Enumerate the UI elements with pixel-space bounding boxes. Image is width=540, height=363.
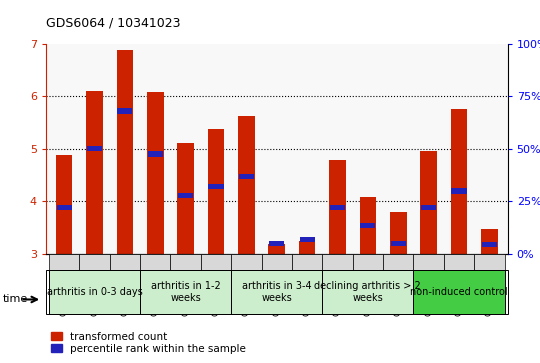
Bar: [451, 188, 467, 193]
Bar: [474, 254, 504, 270]
Bar: [482, 242, 497, 247]
Bar: [117, 108, 132, 114]
Bar: [322, 270, 414, 314]
Bar: [178, 192, 193, 198]
Bar: [390, 212, 407, 254]
Bar: [140, 270, 231, 314]
Bar: [117, 50, 133, 254]
Legend: transformed count, percentile rank within the sample: transformed count, percentile rank withi…: [51, 332, 246, 354]
Bar: [420, 151, 437, 254]
Bar: [177, 143, 194, 254]
Bar: [444, 254, 474, 270]
Bar: [360, 223, 375, 228]
Bar: [231, 270, 322, 314]
Bar: [269, 241, 284, 246]
Bar: [57, 205, 72, 211]
Bar: [421, 205, 436, 211]
Bar: [56, 155, 72, 254]
Bar: [147, 92, 164, 254]
Text: declining arthritis > 2
weeks: declining arthritis > 2 weeks: [314, 281, 421, 303]
Bar: [148, 151, 163, 157]
Bar: [300, 237, 315, 242]
Bar: [110, 254, 140, 270]
Text: GDS6064 / 10341023: GDS6064 / 10341023: [46, 16, 180, 29]
Bar: [208, 129, 224, 254]
Bar: [353, 254, 383, 270]
Bar: [87, 146, 102, 151]
Text: time: time: [3, 294, 28, 305]
Bar: [299, 241, 315, 254]
Bar: [391, 241, 406, 246]
Bar: [451, 109, 467, 254]
Bar: [414, 270, 504, 314]
Bar: [322, 254, 353, 270]
Bar: [329, 160, 346, 254]
Bar: [330, 205, 345, 211]
Text: non-induced control: non-induced control: [410, 287, 508, 297]
Bar: [49, 270, 140, 314]
Bar: [208, 184, 224, 189]
Text: arthritis in 3-4
weeks: arthritis in 3-4 weeks: [242, 281, 312, 303]
Bar: [140, 254, 171, 270]
Bar: [238, 116, 255, 254]
Bar: [292, 254, 322, 270]
Bar: [481, 229, 498, 254]
Bar: [414, 254, 444, 270]
Bar: [201, 254, 231, 270]
Bar: [79, 254, 110, 270]
Bar: [268, 244, 285, 254]
Text: arthritis in 1-2
weeks: arthritis in 1-2 weeks: [151, 281, 220, 303]
Bar: [86, 91, 103, 254]
Bar: [49, 254, 79, 270]
Bar: [360, 197, 376, 254]
Bar: [231, 254, 261, 270]
Bar: [239, 174, 254, 179]
Bar: [261, 254, 292, 270]
Bar: [383, 254, 414, 270]
Bar: [171, 254, 201, 270]
Text: arthritis in 0-3 days: arthritis in 0-3 days: [46, 287, 143, 297]
